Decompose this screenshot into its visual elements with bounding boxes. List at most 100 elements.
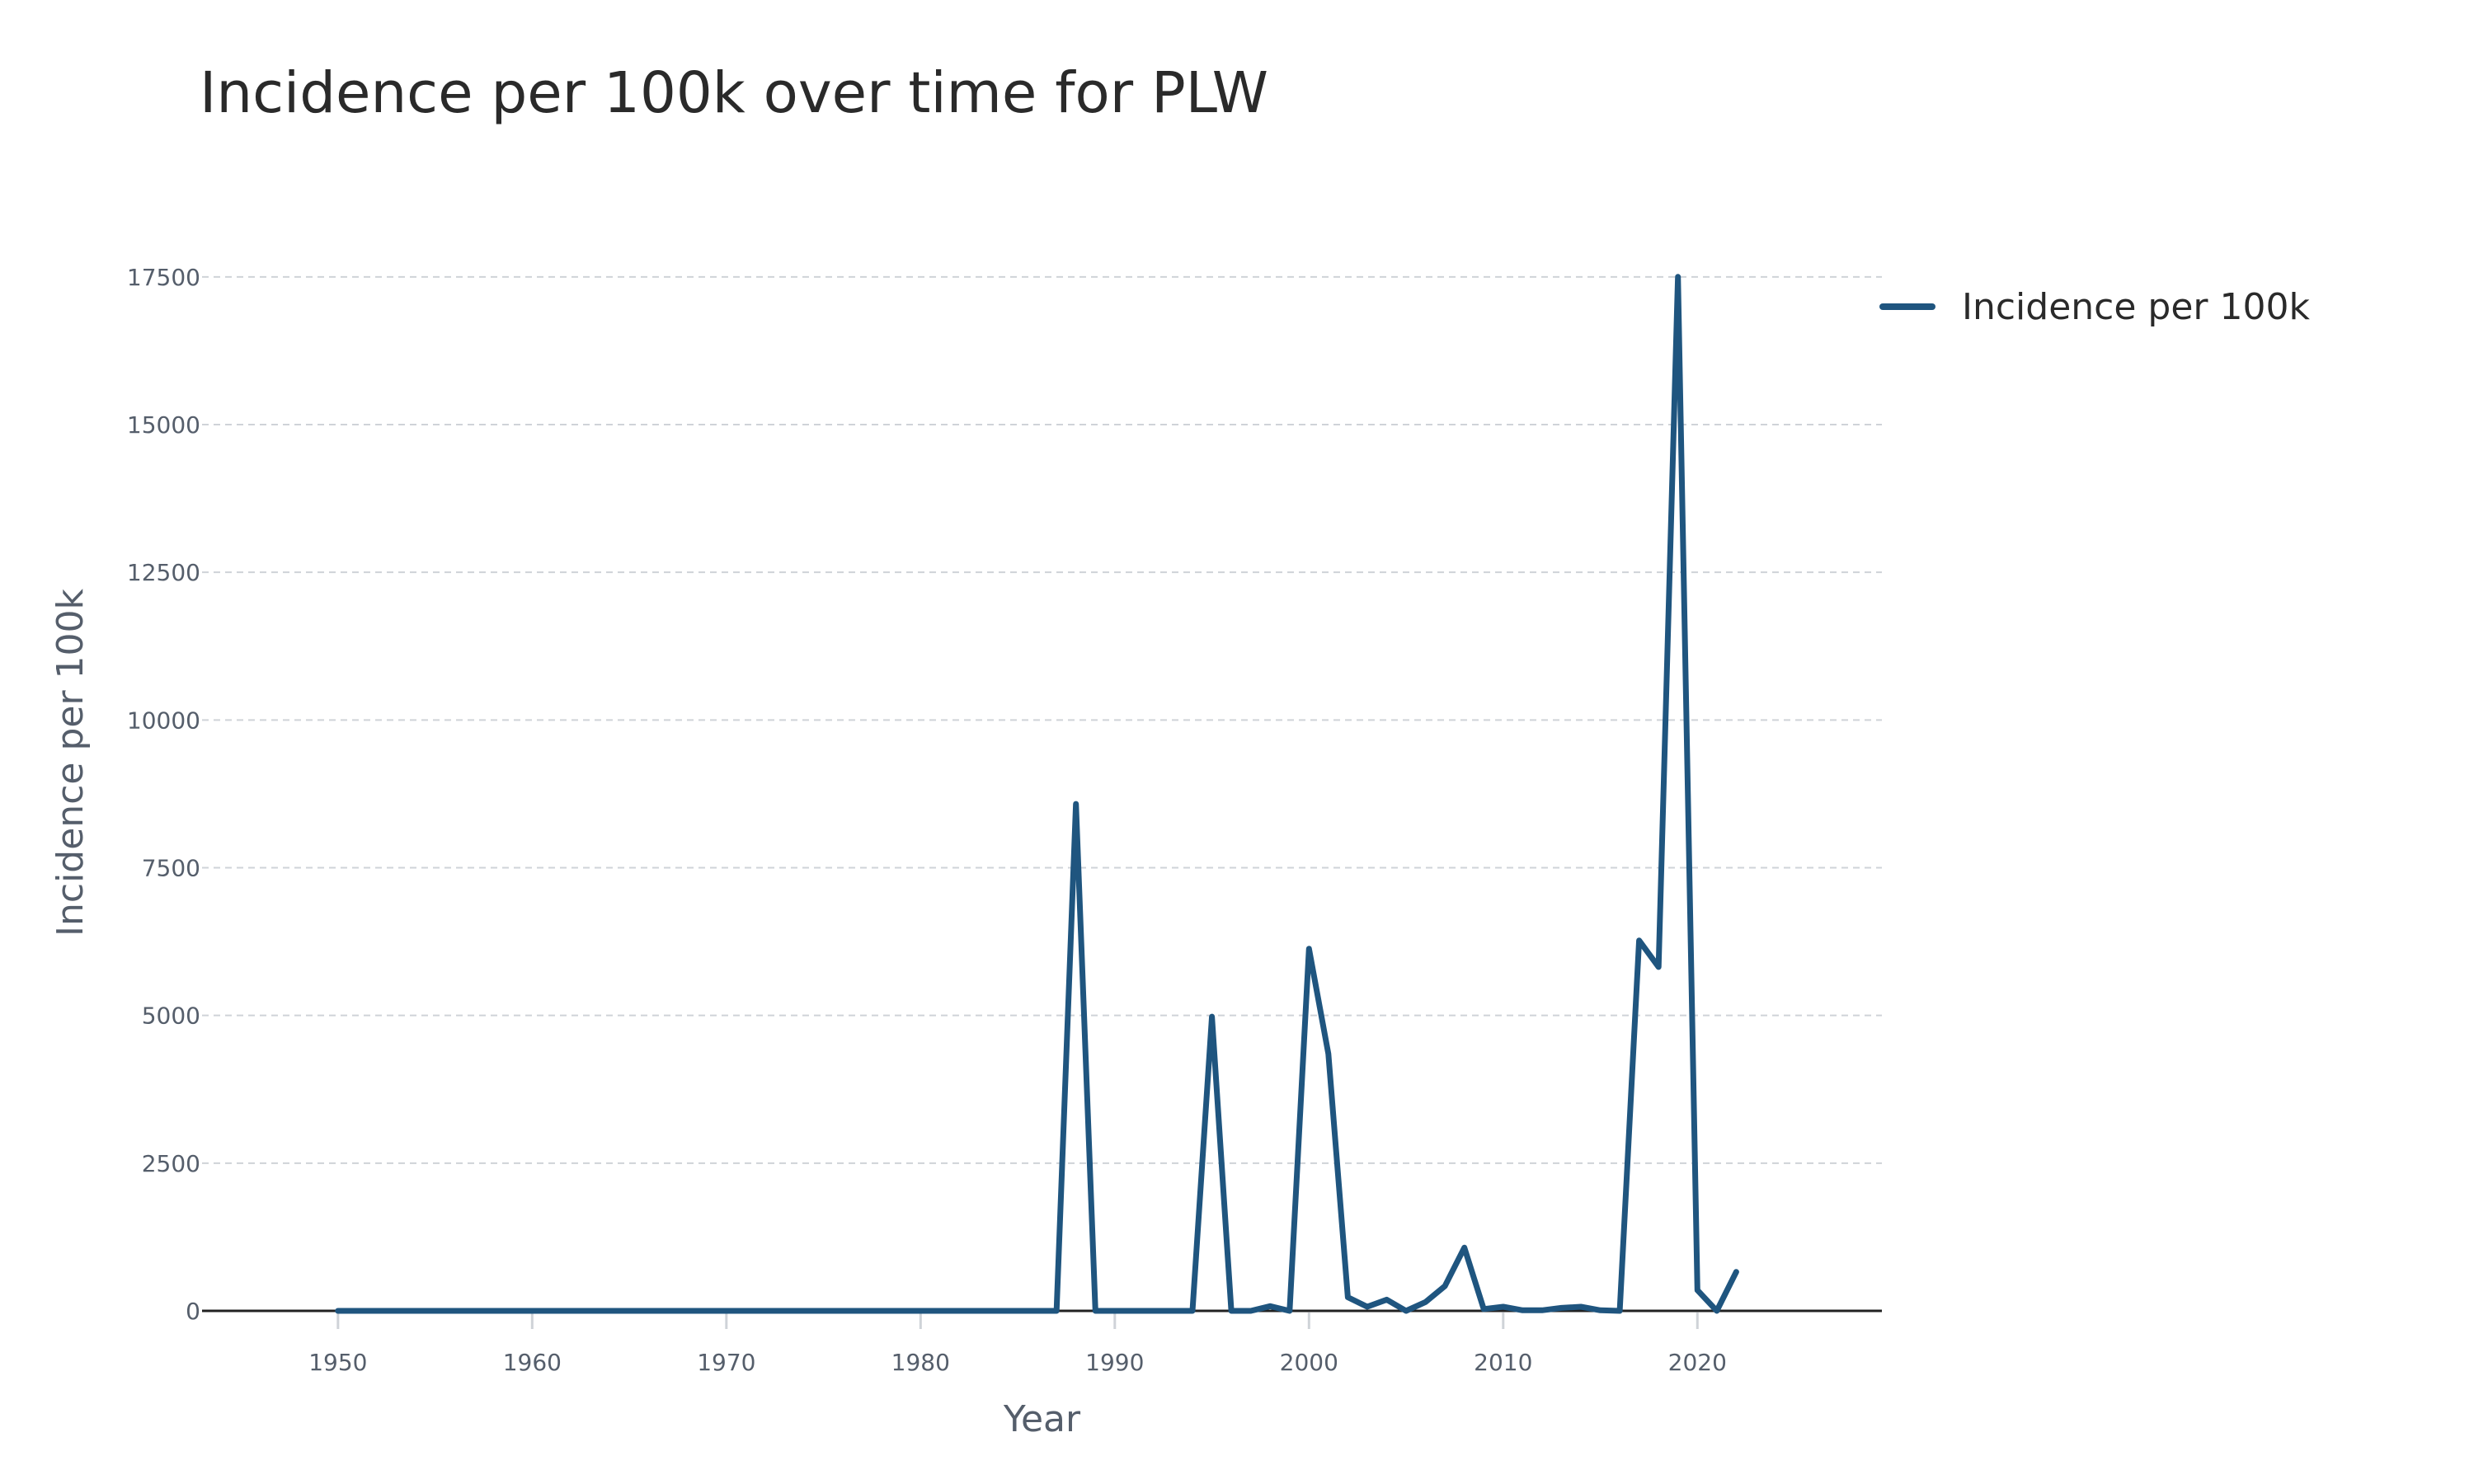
- y-tick-label: 7500: [142, 855, 200, 882]
- y-tick-label: 0: [186, 1298, 200, 1325]
- data-point[interactable]: [858, 1307, 867, 1315]
- x-tick-label: 1980: [891, 1349, 950, 1376]
- data-point[interactable]: [1635, 937, 1644, 945]
- y-tick-label: 10000: [127, 707, 200, 734]
- data-point[interactable]: [1266, 1302, 1274, 1310]
- data-point[interactable]: [955, 1307, 963, 1315]
- data-point[interactable]: [606, 1307, 614, 1315]
- data-point[interactable]: [1557, 1303, 1565, 1312]
- x-tick-label: 1960: [503, 1349, 562, 1376]
- x-tick-label: 1950: [308, 1349, 367, 1376]
- x-axis-title: Year: [1003, 1398, 1081, 1440]
- data-point[interactable]: [431, 1307, 440, 1315]
- legend[interactable]: Incidence per 100k: [1879, 286, 2310, 328]
- data-point[interactable]: [1343, 1294, 1352, 1302]
- data-point[interactable]: [334, 1307, 342, 1315]
- data-point[interactable]: [1072, 800, 1080, 808]
- data-point[interactable]: [567, 1307, 575, 1315]
- data-point[interactable]: [975, 1307, 983, 1315]
- x-tick-label: 2000: [1280, 1349, 1338, 1376]
- data-point[interactable]: [625, 1307, 633, 1315]
- data-point[interactable]: [1150, 1307, 1158, 1315]
- legend-label[interactable]: Incidence per 100k: [1962, 286, 2310, 328]
- data-point[interactable]: [1577, 1303, 1585, 1311]
- data-point[interactable]: [1247, 1307, 1255, 1315]
- data-point[interactable]: [1713, 1307, 1721, 1315]
- data-point[interactable]: [1033, 1307, 1042, 1315]
- y-tick-label: 2500: [142, 1150, 200, 1177]
- x-tick-label: 1990: [1085, 1349, 1144, 1376]
- data-point[interactable]: [450, 1307, 459, 1315]
- series-layer: [335, 274, 1739, 1314]
- data-point[interactable]: [1422, 1298, 1430, 1306]
- data-point[interactable]: [528, 1307, 536, 1315]
- y-axis-ticks: 0 2500 5000 7500 10000 12500 15000 17500: [127, 264, 200, 1325]
- data-point[interactable]: [1169, 1307, 1178, 1315]
- data-point[interactable]: [1111, 1307, 1119, 1315]
- data-point[interactable]: [1654, 963, 1663, 971]
- data-point[interactable]: [353, 1307, 361, 1315]
- data-point[interactable]: [1597, 1306, 1605, 1314]
- data-point[interactable]: [1479, 1305, 1488, 1313]
- data-point[interactable]: [877, 1307, 886, 1315]
- data-point[interactable]: [1402, 1307, 1410, 1315]
- gridlines: [202, 275, 1882, 1164]
- data-point[interactable]: [470, 1307, 478, 1315]
- data-point[interactable]: [1014, 1307, 1022, 1315]
- data-point[interactable]: [1227, 1307, 1235, 1315]
- data-point[interactable]: [489, 1307, 497, 1315]
- data-point[interactable]: [548, 1307, 556, 1315]
- y-tick-label: 5000: [142, 1003, 200, 1030]
- data-point[interactable]: [645, 1307, 653, 1315]
- data-point[interactable]: [412, 1307, 420, 1315]
- data-point[interactable]: [1324, 1050, 1333, 1058]
- data-point[interactable]: [897, 1307, 905, 1315]
- data-point[interactable]: [741, 1307, 750, 1315]
- data-point[interactable]: [1130, 1307, 1138, 1315]
- data-point[interactable]: [1383, 1295, 1391, 1303]
- data-point[interactable]: [1441, 1282, 1449, 1290]
- data-point[interactable]: [936, 1307, 944, 1315]
- data-point[interactable]: [1052, 1307, 1061, 1315]
- data-point[interactable]: [839, 1307, 847, 1315]
- data-point[interactable]: [586, 1307, 595, 1315]
- data-point[interactable]: [1499, 1303, 1507, 1311]
- data-point[interactable]: [800, 1307, 808, 1315]
- x-tick-label: 1970: [697, 1349, 755, 1376]
- data-point[interactable]: [761, 1307, 769, 1315]
- data-point[interactable]: [373, 1307, 381, 1315]
- y-tick-label: 17500: [127, 264, 200, 291]
- data-point[interactable]: [995, 1307, 1003, 1315]
- data-point[interactable]: [1460, 1243, 1469, 1252]
- data-point[interactable]: [1305, 945, 1313, 953]
- data-point[interactable]: [1188, 1307, 1197, 1315]
- data-point[interactable]: [1286, 1307, 1294, 1315]
- data-point[interactable]: [1693, 1286, 1701, 1294]
- y-axis-title: Incidence per 100k: [49, 589, 92, 937]
- data-point[interactable]: [1674, 273, 1682, 281]
- data-point[interactable]: [1616, 1307, 1624, 1315]
- data-point[interactable]: [781, 1307, 789, 1315]
- data-point[interactable]: [1732, 1268, 1740, 1276]
- x-axis-ticks: 1950 1960 1970 1980 1990 2000 2010 2020: [308, 1313, 1727, 1376]
- data-point[interactable]: [664, 1307, 672, 1315]
- data-point[interactable]: [1518, 1306, 1526, 1314]
- y-tick-label: 15000: [127, 411, 200, 439]
- chart-title: Incidence per 100k over time for PLW: [200, 60, 1268, 126]
- data-point[interactable]: [1208, 1012, 1216, 1021]
- data-point[interactable]: [820, 1307, 828, 1315]
- data-point[interactable]: [1363, 1303, 1371, 1311]
- data-point[interactable]: [393, 1307, 401, 1315]
- y-tick-label: 12500: [127, 559, 200, 586]
- x-tick-label: 2020: [1668, 1349, 1727, 1376]
- data-point[interactable]: [1091, 1307, 1099, 1315]
- data-point[interactable]: [722, 1307, 731, 1315]
- data-point[interactable]: [703, 1307, 711, 1315]
- data-point[interactable]: [916, 1307, 924, 1315]
- series-line[interactable]: [335, 274, 1739, 1314]
- data-point[interactable]: [1538, 1306, 1546, 1314]
- x-tick-label: 2010: [1474, 1349, 1532, 1376]
- data-point[interactable]: [684, 1307, 692, 1315]
- data-point[interactable]: [509, 1307, 517, 1315]
